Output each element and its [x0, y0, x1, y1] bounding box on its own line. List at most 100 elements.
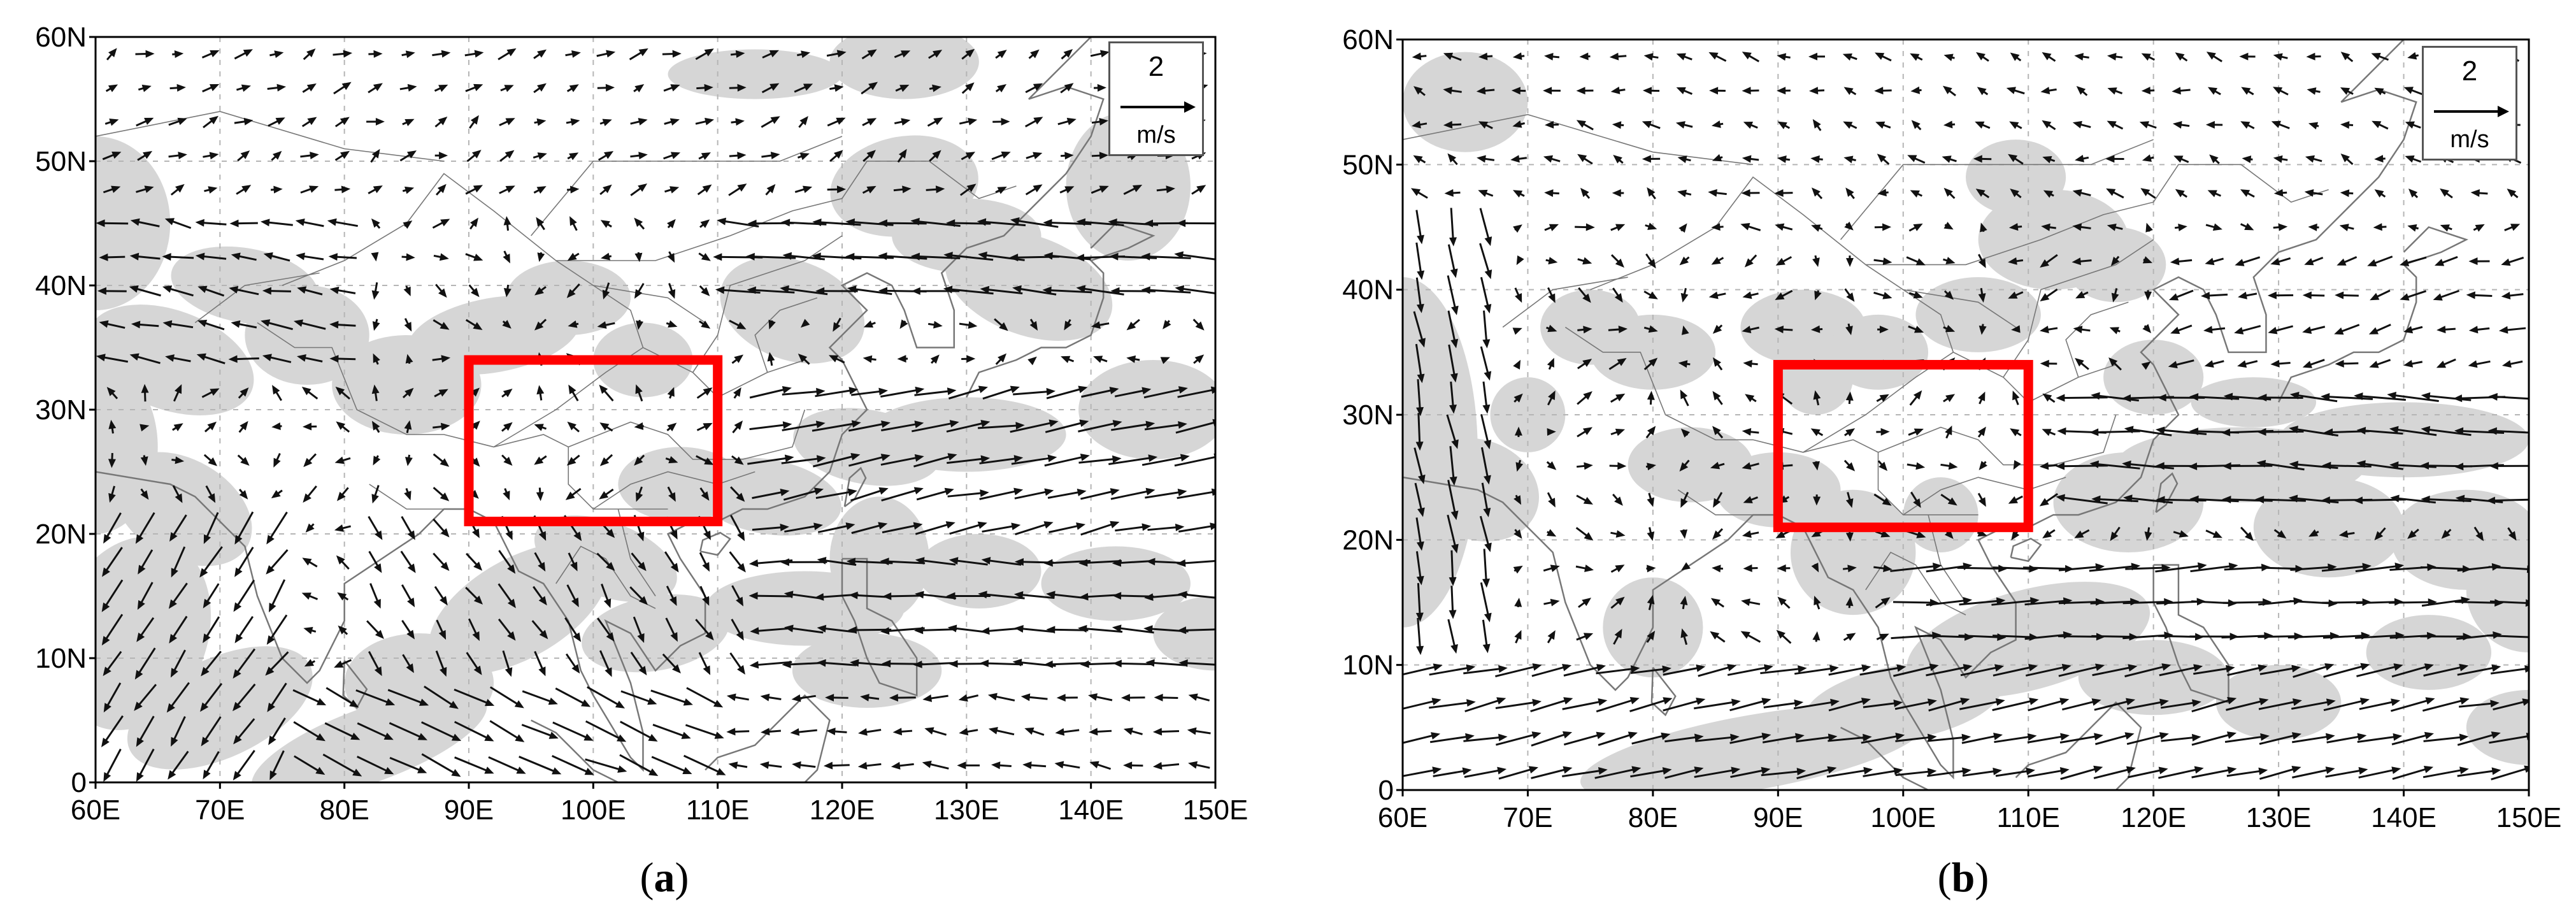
wind-arrow: [103, 749, 122, 782]
wind-arrow: [1515, 459, 1524, 472]
wind-arrow: [2434, 255, 2458, 266]
wind-arrow: [663, 84, 680, 92]
wind-arrow: [334, 150, 350, 161]
wind-arrow: [600, 220, 612, 228]
wind-arrow: [130, 218, 160, 227]
wind-arrow: [2241, 87, 2254, 96]
wind-arrow: [634, 217, 645, 230]
wind-arrow: [401, 515, 415, 540]
wind-arrow: [297, 286, 323, 296]
wind-arrow: [1809, 87, 1825, 95]
wind-arrow: [1141, 252, 1191, 261]
wind-arrow: [2255, 496, 2306, 504]
wind-arrow: [336, 555, 350, 570]
wind-arrow: [1061, 356, 1075, 363]
wind-arrow: [1708, 52, 1727, 62]
shaded-region: [1490, 377, 1566, 452]
lon-tick-label: 110E: [1996, 802, 2060, 833]
wind-arrow: [730, 486, 745, 502]
wind-arrow: [501, 389, 513, 398]
wind-arrow: [2423, 663, 2469, 677]
wind-arrow: [899, 319, 908, 329]
wind-arrow: [1174, 251, 1215, 261]
wind-arrow: [1710, 598, 1724, 608]
coastline: [342, 660, 368, 710]
wind-arrow: [2011, 325, 2021, 333]
wind-arrow: [1844, 288, 1855, 302]
wind-arrow: [695, 619, 714, 641]
wind-arrow: [2057, 427, 2107, 435]
wind-arrow: [1845, 323, 1853, 336]
wind-arrow: [1995, 767, 2036, 777]
wind-arrow: [1415, 210, 1424, 245]
wind-arrow: [1027, 356, 1037, 366]
wind-arrow: [947, 489, 989, 498]
wind-arrow: [2240, 189, 2255, 198]
wind-arrow: [1727, 664, 1773, 676]
wind-arrow: [731, 619, 744, 641]
lon-tick-label: 90E: [1753, 802, 1803, 833]
wind-arrow: [596, 50, 616, 58]
wind-arrow: [2457, 664, 2501, 676]
shaded-region: [2366, 615, 2492, 690]
wind-arrow: [2258, 698, 2302, 710]
wind-arrow: [1796, 733, 1838, 743]
wind-arrow: [924, 727, 947, 736]
wind-arrow: [1612, 287, 1623, 303]
wind-arrow: [534, 651, 546, 677]
wind-arrow: [1447, 310, 1459, 349]
wind-arrow: [1410, 188, 1428, 199]
wind-arrow: [293, 319, 326, 330]
wind-arrow: [99, 253, 125, 261]
coastline: [754, 297, 818, 373]
wind-arrow: [782, 387, 826, 396]
lon-tick-label: 120E: [2121, 802, 2186, 833]
wind-arrow: [202, 83, 220, 92]
wind-arrow: [102, 151, 122, 161]
wind-arrow: [749, 421, 792, 431]
wind-arrow: [564, 617, 582, 642]
wind-arrow: [1777, 596, 1791, 609]
lon-tick-label: 120E: [810, 794, 875, 826]
wind-arrow: [1480, 447, 1491, 485]
wind-arrow: [2436, 358, 2456, 368]
wind-arrow: [961, 82, 975, 94]
wind-arrow: [2457, 767, 2501, 777]
wind-arrow: [1147, 523, 1185, 531]
wind-arrow: [1647, 187, 1656, 199]
wind-arrow: [2468, 360, 2491, 368]
wind-arrow: [961, 48, 975, 60]
wind-arrow: [233, 579, 255, 612]
wind-arrow: [421, 721, 462, 741]
wind-arrow: [1812, 631, 1821, 642]
wind-arrow: [1975, 189, 1990, 199]
lon-tick-label: 130E: [2246, 802, 2312, 833]
wind-arrow: [2356, 460, 2404, 470]
wind-arrow: [1514, 629, 1522, 643]
wind-arrow: [566, 283, 580, 298]
coastline: [1502, 277, 1628, 328]
wind-map-b: 60E 70E 80E 90E 100E 110E 120E 130E 140E 150E 0 10N…: [1342, 24, 2561, 833]
wind-arrow: [2421, 392, 2472, 401]
wind-arrow: [201, 50, 220, 59]
wind-arrow: [1091, 185, 1109, 194]
wind-arrow: [1530, 697, 1573, 712]
wind-arrow: [636, 320, 644, 330]
wind-arrow: [1612, 121, 1624, 129]
wind-arrow: [851, 387, 888, 396]
wind-arrow: [234, 117, 254, 126]
wind-arrow: [1512, 190, 1525, 198]
wind-arrow: [335, 386, 350, 400]
wind-arrow: [1543, 564, 1560, 572]
wind-arrow: [269, 50, 284, 59]
wind-arrow: [1713, 492, 1723, 508]
wind-arrow: [2193, 665, 2235, 675]
wind-arrow: [1742, 87, 1759, 95]
wind-arrow: [2407, 224, 2419, 232]
wind-arrow: [862, 150, 876, 162]
wind-arrow: [1547, 390, 1556, 406]
wind-arrow: [168, 582, 188, 609]
coastline: [1650, 666, 1677, 717]
wind-arrow: [2170, 324, 2193, 334]
wind-arrow: [565, 487, 582, 500]
